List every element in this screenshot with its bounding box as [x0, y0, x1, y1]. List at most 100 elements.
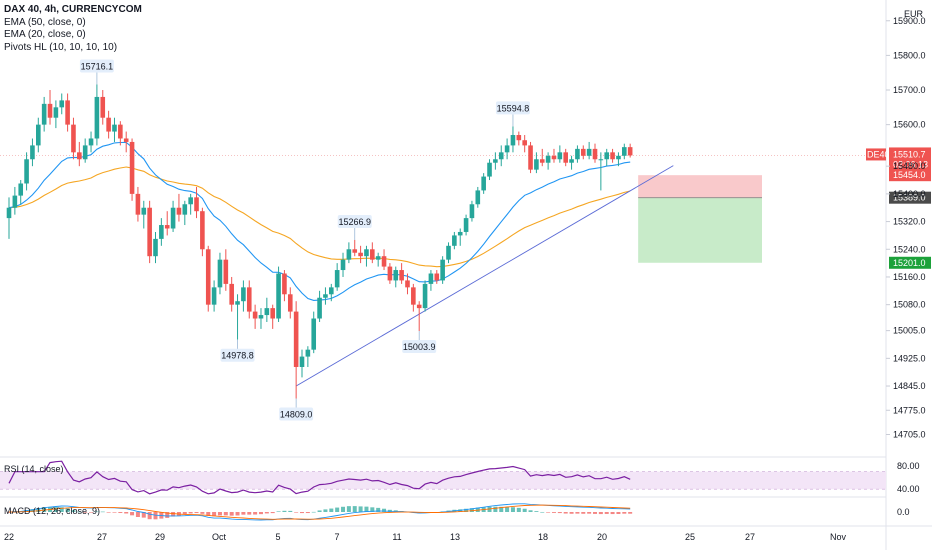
macd-histogram-bar	[206, 512, 211, 516]
candle	[622, 143, 627, 160]
macd-histogram-bar	[53, 507, 58, 512]
candle-body	[487, 162, 492, 177]
candle	[112, 117, 117, 142]
candle-body	[205, 249, 211, 305]
candle-body	[446, 245, 451, 260]
candle-body	[24, 159, 29, 184]
time-tick-label: 7	[334, 532, 339, 542]
pivot-label-box	[337, 214, 372, 228]
pivot-label-box	[220, 348, 255, 362]
time-tick-label: 22	[4, 532, 14, 542]
candle-body	[82, 145, 88, 160]
pivot-label-box	[495, 101, 530, 115]
candle-body	[30, 145, 35, 160]
candle-body	[457, 231, 463, 236]
macd-histogram-bar	[188, 512, 193, 514]
candle	[235, 294, 240, 340]
candle	[452, 231, 457, 250]
macd-histogram-bar	[42, 507, 47, 512]
macd-histogram-bar	[499, 506, 504, 512]
candle	[487, 159, 492, 181]
candle-body	[118, 124, 123, 139]
macd-histogram-bar	[130, 512, 135, 516]
candle-body	[287, 294, 293, 312]
candle-body	[586, 148, 592, 156]
candle	[393, 266, 399, 288]
macd-histogram-bar	[194, 512, 199, 514]
candle-body	[422, 283, 428, 309]
candle-body	[211, 287, 217, 305]
candle	[205, 245, 211, 312]
candle	[65, 93, 70, 132]
candle	[610, 148, 615, 163]
candle	[370, 242, 375, 264]
candle	[100, 90, 106, 125]
candle-body	[282, 273, 287, 295]
candle	[381, 249, 387, 271]
macd-tick-label: 0.0	[897, 507, 910, 517]
candle	[551, 148, 557, 163]
candle-body	[352, 249, 358, 253]
candle-body	[112, 124, 117, 132]
candle-body	[252, 311, 258, 319]
pivot-label: 15266.9	[338, 217, 371, 227]
macd-histogram-bar	[593, 512, 597, 514]
macd-legend[interactable]: MACD (12, 26, close, 9)	[4, 506, 101, 516]
macd-histogram-bar	[534, 511, 539, 512]
candle-body	[428, 273, 434, 284]
stop-price-tag-label: 15454.0	[893, 170, 926, 180]
candle	[147, 200, 152, 264]
rsi-legend[interactable]: RSI (14, close)	[4, 464, 64, 474]
candle	[434, 270, 440, 284]
macd-histogram-bar	[135, 512, 140, 517]
macd-histogram-bar	[153, 512, 158, 520]
legend-ema20[interactable]: EMA (20, close, 0)	[4, 29, 86, 40]
candle-body	[610, 152, 615, 160]
macd-histogram-bar	[487, 506, 492, 512]
candle	[334, 263, 340, 291]
candle-body	[539, 159, 545, 163]
pivot-label-box	[79, 59, 114, 73]
candle-body	[41, 103, 47, 125]
candle	[135, 186, 141, 222]
candle	[346, 242, 352, 264]
candle	[276, 266, 281, 322]
candle-body	[604, 152, 610, 160]
candle-body	[159, 225, 164, 239]
candle-body	[229, 283, 234, 305]
candle	[106, 110, 111, 139]
macd-histogram-bar	[493, 506, 498, 512]
candle	[504, 138, 510, 160]
legend-pivots[interactable]: Pivots HL (10, 10, 10, 10)	[4, 41, 118, 53]
macd-histogram-bar	[147, 512, 152, 520]
time-tick-label: 5	[275, 532, 280, 542]
candle-body	[463, 218, 469, 232]
candle	[77, 141, 82, 167]
candle-body	[434, 273, 440, 281]
candle-body	[387, 266, 393, 281]
macd-histogram-bar	[563, 512, 568, 514]
macd-histogram-bar	[217, 512, 222, 516]
candle-body	[323, 294, 328, 298]
candle-body	[182, 204, 188, 215]
symbol-tag-label: DE40	[867, 149, 890, 159]
candle	[340, 252, 346, 277]
macd-histogram-bar	[598, 512, 603, 515]
candle	[592, 143, 598, 163]
legend-ema50[interactable]: EMA (50, close, 0)	[4, 16, 86, 28]
candle	[159, 218, 164, 246]
pivot-label: 15716.1	[81, 61, 114, 71]
candle-body	[346, 249, 352, 260]
candle	[287, 287, 293, 319]
candle-body	[12, 195, 18, 208]
candle	[510, 126, 516, 153]
price-tick-label: 15800.0	[893, 50, 926, 60]
macd-histogram-bar	[200, 512, 205, 514]
candle	[534, 152, 539, 174]
candle	[405, 273, 410, 295]
candle-body	[176, 207, 182, 215]
macd-histogram-bar	[305, 512, 310, 514]
candle-body	[123, 138, 129, 142]
trendline	[295, 165, 674, 387]
